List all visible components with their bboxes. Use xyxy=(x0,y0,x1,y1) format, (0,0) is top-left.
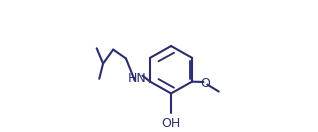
Text: OH: OH xyxy=(162,117,181,130)
Text: O: O xyxy=(200,77,210,90)
Text: HN: HN xyxy=(128,72,147,85)
